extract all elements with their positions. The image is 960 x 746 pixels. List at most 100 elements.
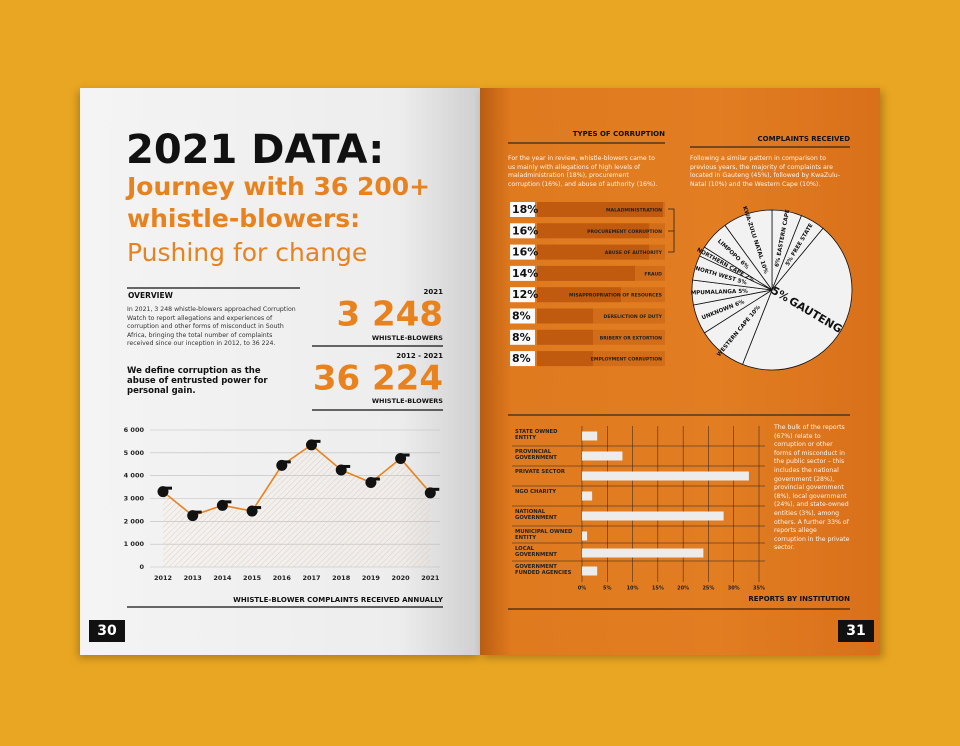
- category-label: PRIVATE SECTOR: [515, 469, 565, 475]
- whistle-tip: [400, 453, 410, 457]
- whistle-tip: [341, 464, 351, 468]
- y-tick-label: 6 000: [124, 426, 145, 434]
- bar: [582, 531, 588, 541]
- point: [246, 505, 258, 517]
- point: [365, 477, 377, 489]
- whistle-tip: [311, 439, 321, 443]
- whistle-tip: [192, 510, 202, 514]
- point: [306, 439, 317, 451]
- x-tick-label: 20%: [677, 586, 689, 592]
- definition: We define corruption as the abuse of ent…: [127, 366, 268, 396]
- value-label: 8%: [512, 310, 531, 323]
- category-label: MALADMINISTRATION: [606, 208, 662, 214]
- category-label: ABUSE OF AUTHORITY: [605, 250, 663, 256]
- value-label: 16%: [512, 246, 538, 259]
- category-label: LOCAL GOVERNMENT: [515, 546, 557, 559]
- x-tick-label: 2016: [273, 574, 292, 582]
- bar: [537, 202, 663, 217]
- value-label: 8%: [512, 331, 531, 344]
- stat-period: 2012 - 2021: [396, 352, 443, 360]
- slice-value: 10%: [759, 260, 769, 275]
- value-box: [510, 265, 535, 281]
- x-tick-label: 15%: [652, 586, 664, 592]
- stat-period: 2021: [424, 288, 444, 296]
- y-tick-label: 1 000: [124, 540, 145, 548]
- slice-value: 5%: [784, 255, 794, 267]
- y-tick-label: 2 000: [124, 517, 145, 525]
- bar: [537, 351, 593, 367]
- bar: [582, 471, 749, 481]
- category-label: FRAUD: [644, 271, 662, 277]
- stat-value: 3 248: [337, 295, 443, 335]
- value-box: [510, 308, 535, 324]
- chart-title: WHISTLE-BLOWER COMPLAINTS RECEIVED ANNUA…: [233, 596, 444, 604]
- pie-slice: [724, 209, 773, 292]
- x-tick-label: 2019: [362, 574, 381, 582]
- x-tick-label: 5%: [603, 586, 612, 592]
- bar: [537, 308, 593, 324]
- x-tick-label: 0%: [578, 586, 587, 592]
- point: [395, 453, 407, 465]
- category-label: BRIBERY OR EXTORTION: [600, 335, 662, 341]
- value-box: [510, 223, 535, 239]
- whistle-tip: [430, 487, 440, 491]
- x-tick-label: 2014: [213, 574, 232, 582]
- stat-label: WHISTLE-BLOWERS: [372, 334, 443, 342]
- whistle-tip: [222, 500, 232, 504]
- page-number: 31: [838, 620, 874, 642]
- subtitle-line: whistle-blowers:: [127, 204, 360, 233]
- overview-text: In 2021, 3 248 whistle-blowers approache…: [127, 306, 296, 348]
- category-label: MUNICIPAL OWNED ENTITY: [515, 529, 573, 542]
- x-tick-label: 2012: [154, 574, 172, 582]
- point: [424, 487, 436, 499]
- whistle-tip: [163, 486, 172, 490]
- category-label: STATE OWNED ENTITY: [515, 429, 558, 442]
- bar: [537, 244, 649, 260]
- x-tick-label: 2017: [302, 574, 320, 582]
- category-label: PROCUREMENT CORRUPTION: [587, 229, 662, 235]
- category-label: DERELICTION OF DUTY: [604, 314, 663, 320]
- value-label: 18%: [512, 203, 538, 216]
- slice-name: MPUMALANGA: [691, 289, 737, 296]
- chart-title: REPORTS BY INSTITUTION: [748, 595, 850, 603]
- value-box: [510, 329, 535, 345]
- stat-value: 36 224: [313, 359, 443, 399]
- bar: [537, 223, 649, 239]
- point: [157, 486, 169, 498]
- point: [187, 510, 199, 522]
- category-label: NGO CHARITY: [515, 489, 557, 495]
- slice-label: MPUMALANGA 5%: [691, 288, 749, 296]
- bar: [582, 431, 598, 441]
- bar: [537, 329, 593, 345]
- value-box: [510, 244, 535, 260]
- value-box: [510, 287, 535, 303]
- bar: [537, 265, 635, 281]
- chart-title: COMPLAINTS RECEIVED: [758, 135, 851, 143]
- slice-value: 6%: [734, 299, 745, 308]
- right-page: [480, 88, 880, 655]
- pie-slice: [742, 227, 853, 371]
- bar: [582, 548, 704, 558]
- x-tick-label: 25%: [702, 586, 714, 592]
- stat-label: WHISTLE-BLOWERS: [372, 397, 443, 405]
- slice-value: 5%: [738, 288, 748, 294]
- y-tick-label: 3 000: [124, 495, 145, 503]
- page-number: 30: [89, 620, 125, 642]
- area: [163, 444, 431, 567]
- bar: [582, 451, 623, 461]
- bar: [582, 566, 598, 576]
- slice-value: 6%: [774, 257, 782, 268]
- whistle-tip: [252, 506, 262, 510]
- category-label: GOVERNMENT FUNDED AGENCIES: [515, 564, 572, 577]
- chart-title: TYPES OF CORRUPTION: [573, 130, 665, 138]
- point: [276, 459, 288, 471]
- x-tick-label: 2015: [243, 574, 262, 582]
- institution-text: The bulk of the reports (67%) relate to …: [774, 424, 850, 552]
- x-tick-label: 2013: [184, 574, 202, 582]
- bar: [582, 491, 593, 501]
- x-tick-label: 2020: [392, 574, 411, 582]
- y-tick-label: 0: [139, 563, 144, 571]
- y-tick-label: 5 000: [124, 449, 145, 457]
